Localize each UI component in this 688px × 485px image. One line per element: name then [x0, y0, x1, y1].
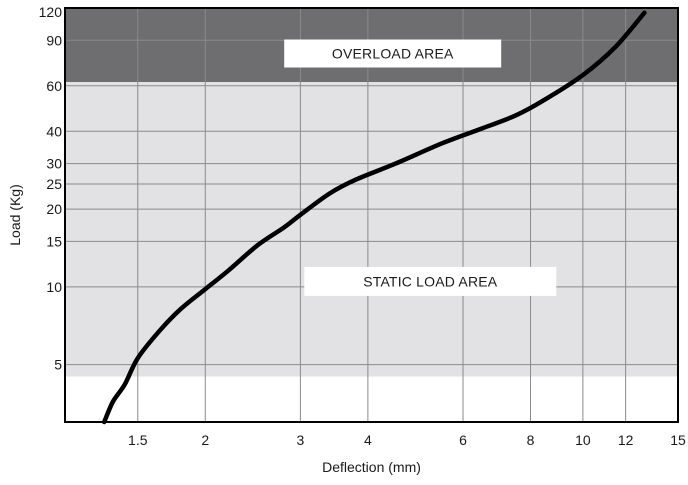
- x-tick-label: 2: [201, 432, 209, 448]
- x-axis-label: Deflection (mm): [322, 459, 421, 475]
- x-tick-label: 3: [296, 432, 304, 448]
- x-tick-label: 8: [527, 432, 535, 448]
- chart-series: [101, 10, 647, 425]
- y-tick-label: 25: [46, 176, 62, 192]
- region-label-0: OVERLOAD AREA: [332, 46, 454, 62]
- y-axis-label: Load (Kg): [7, 184, 23, 245]
- plot-frame: [64, 7, 679, 423]
- series-line-0: [101, 10, 647, 425]
- x-tick-label: 1.5: [128, 432, 148, 448]
- x-tick-label: 12: [618, 432, 634, 448]
- x-tick-label: 10: [575, 432, 591, 448]
- y-tick-label: 40: [46, 123, 62, 139]
- y-tick-label: 5: [54, 357, 62, 373]
- x-tick-label: 6: [459, 432, 467, 448]
- y-tick-label: 10: [46, 279, 62, 295]
- y-tick-label: 90: [46, 32, 62, 48]
- x-tick-label: 15: [670, 432, 686, 448]
- region-label-box-0: [284, 39, 502, 68]
- region-label-1: STATIC LOAD AREA: [363, 273, 498, 289]
- x-tick-label: 4: [364, 432, 372, 448]
- y-tick-label: 60: [46, 78, 62, 94]
- y-tick-label: 30: [46, 156, 62, 172]
- region-labels: OVERLOAD AREA STATIC LOAD AREA: [284, 39, 557, 296]
- chart-grid: [65, 8, 678, 422]
- y-tick-label: 20: [46, 201, 62, 217]
- region-label-box-1: [304, 266, 557, 296]
- x-tick-labels: 1.5 2 3 4 6 8 10 12 15: [128, 432, 686, 448]
- y-tick-label: 120: [39, 4, 63, 20]
- y-tick-labels: 5 10 15 20 25 30 40 60 90 120: [39, 4, 63, 373]
- y-tick-label: 15: [46, 233, 62, 249]
